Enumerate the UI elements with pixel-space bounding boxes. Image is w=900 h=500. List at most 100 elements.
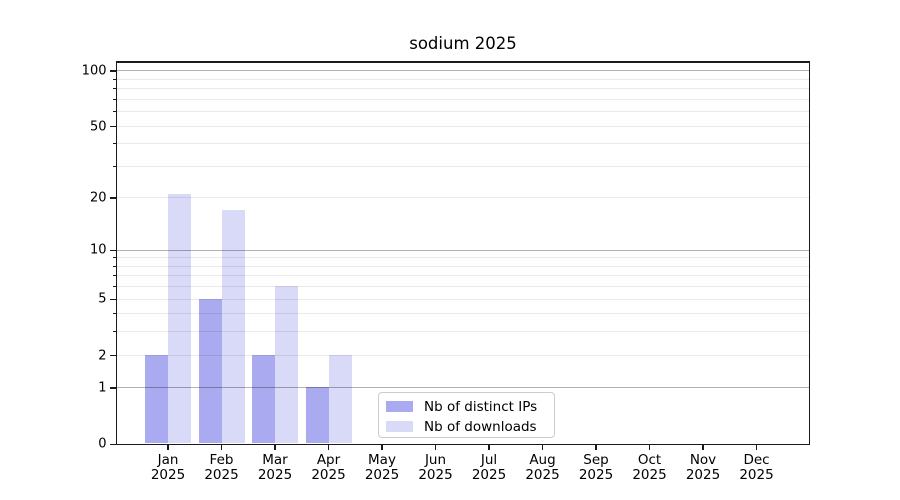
chart-title: sodium 2025 <box>409 34 517 53</box>
bar-ips-apr <box>305 387 329 444</box>
y-tick-2 <box>109 354 116 357</box>
y-minortick-4 <box>112 313 116 315</box>
y-minortick-80 <box>112 88 116 90</box>
y-tick-100 <box>109 70 116 72</box>
legend-item-distinct-ips: Nb of distinct IPs <box>379 399 554 415</box>
gridline-minor-60 <box>116 111 810 113</box>
x-label-month: Jun <box>424 451 447 468</box>
x-tick-apr <box>327 445 330 450</box>
x-label-year: 2025 <box>257 466 293 483</box>
x-label-month: Jan <box>157 451 179 468</box>
bar-ips-feb <box>198 298 222 444</box>
x-label-year: 2025 <box>632 466 667 483</box>
x-label-year: 2025 <box>578 466 614 483</box>
gridline-minor-3 <box>116 331 810 333</box>
x-tick-may <box>381 445 383 450</box>
gridline-minor-20 <box>116 197 810 199</box>
gridline-minor-7 <box>116 275 810 277</box>
x-tick-label-apr: Apr 2025 <box>299 451 359 483</box>
x-tick-label-nov: Nov 2025 <box>673 451 733 483</box>
plot-spine-top <box>115 61 810 63</box>
y-tick-label-1: 1 <box>98 380 107 396</box>
legend-label-distinct-ips: Nb of distinct IPs <box>424 399 538 415</box>
bar-downloads-mar <box>275 286 298 444</box>
x-label-month: Apr <box>316 451 341 468</box>
x-tick-jul <box>488 445 490 450</box>
y-minortick-60 <box>112 111 116 113</box>
y-tick-label-2: 2 <box>98 348 107 363</box>
x-label-year: 2025 <box>525 466 560 483</box>
x-tick-label-oct: Oct 2025 <box>620 451 680 483</box>
x-tick-label-feb: Feb 2025 <box>192 451 252 483</box>
x-label-month: Jul <box>480 451 498 468</box>
gridline-minor-9 <box>116 257 810 259</box>
x-label-year: 2025 <box>739 466 774 483</box>
y-tick-label-0: 0 <box>98 436 107 452</box>
x-label-year: 2025 <box>685 466 721 483</box>
x-tick-label-aug: Aug 2025 <box>513 451 573 483</box>
legend-item-downloads: Nb of downloads <box>379 419 554 435</box>
x-label-month: Oct <box>637 451 662 468</box>
y-minortick-70 <box>112 98 116 100</box>
plot-spine-left <box>115 61 117 445</box>
x-label-year: 2025 <box>150 466 186 483</box>
bar-ips-mar <box>252 354 275 444</box>
x-tick-label-sep: Sep 2025 <box>566 451 626 483</box>
gridline-major-100 <box>116 70 810 72</box>
legend-swatch-distinct-ips <box>386 401 413 412</box>
x-label-month: May <box>368 451 396 468</box>
gridline-minor-70 <box>116 98 810 100</box>
x-tick-label-jun: Jun 2025 <box>406 451 466 483</box>
y-tick-label-10: 10 <box>89 242 107 258</box>
y-minortick-90 <box>112 78 116 80</box>
y-minortick-3 <box>112 331 116 333</box>
gridline-minor-50 <box>116 125 810 127</box>
gridline-minor-5 <box>116 298 810 300</box>
y-tick-20 <box>109 197 116 199</box>
x-tick-oct <box>648 445 651 450</box>
x-tick-label-jul: Jul 2025 <box>459 451 519 483</box>
x-label-month: Feb <box>209 451 234 468</box>
gridline-major-10 <box>116 249 810 251</box>
x-tick-jan <box>167 445 169 450</box>
gridline-minor-90 <box>116 78 810 80</box>
x-label-month: Dec <box>743 451 770 468</box>
gridline-minor-6 <box>116 286 810 288</box>
x-tick-nov <box>702 445 704 450</box>
legend-swatch-downloads <box>386 421 413 432</box>
gridline-minor-2 <box>116 354 810 356</box>
y-minortick-6 <box>112 286 116 288</box>
x-tick-label-jan: Jan 2025 <box>138 451 198 483</box>
y-tick-label-20: 20 <box>89 190 107 206</box>
y-minortick-30 <box>112 165 116 167</box>
y-tick-5 <box>109 298 116 301</box>
legend: Nb of distinct IPs Nb of downloads <box>378 392 555 438</box>
x-label-month: Aug <box>529 451 556 468</box>
x-label-year: 2025 <box>204 466 239 483</box>
y-tick-50 <box>109 125 116 128</box>
bar-downloads-jan <box>168 193 191 444</box>
x-tick-jun <box>434 445 437 450</box>
x-tick-sep <box>595 445 597 450</box>
x-tick-label-may: May 2025 <box>352 451 412 483</box>
y-tick-label-50: 50 <box>89 119 107 135</box>
x-tick-aug <box>541 445 544 450</box>
x-label-month: Nov <box>689 451 717 468</box>
y-minortick-40 <box>112 143 116 145</box>
gridline-minor-40 <box>116 143 810 145</box>
legend-label-downloads: Nb of downloads <box>424 419 537 435</box>
y-tick-label-100: 100 <box>81 63 107 79</box>
bar-downloads-apr <box>328 354 352 444</box>
gridline-minor-4 <box>116 313 810 315</box>
bar-downloads-feb <box>221 209 245 444</box>
x-label-year: 2025 <box>418 466 453 483</box>
x-tick-mar <box>274 445 276 450</box>
y-minortick-9 <box>112 257 116 259</box>
x-label-month: Sep <box>583 451 609 468</box>
y-tick-10 <box>109 249 116 252</box>
